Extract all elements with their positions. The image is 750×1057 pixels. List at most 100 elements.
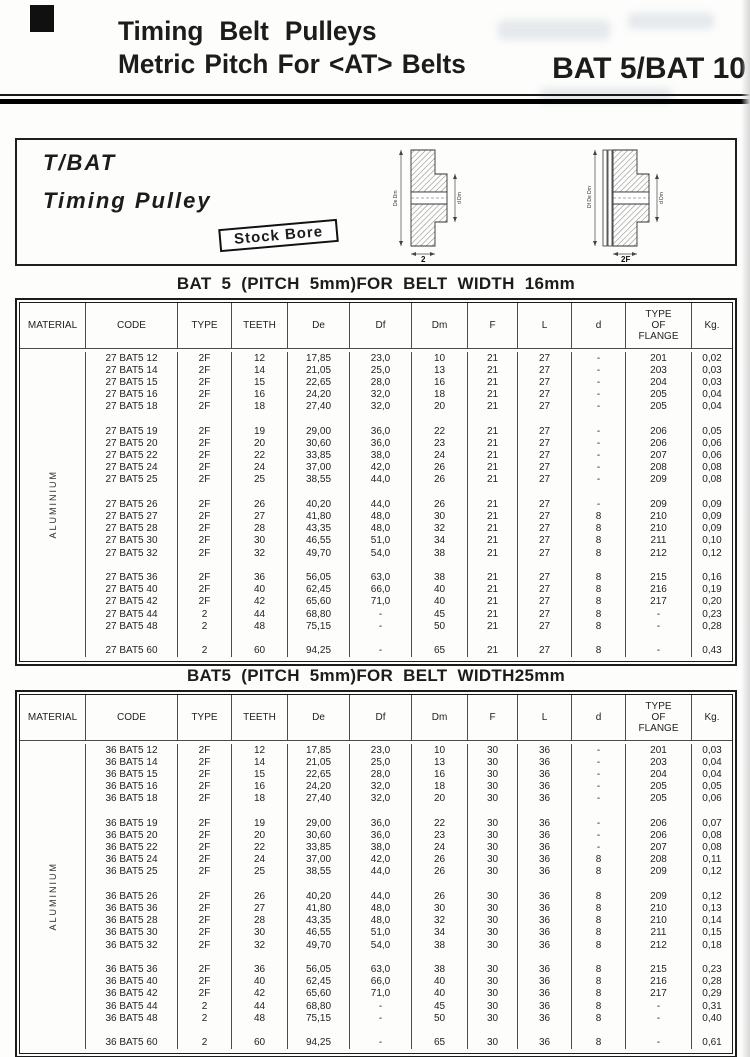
page-corner-mark bbox=[30, 5, 54, 32]
table-cell: 27 bbox=[518, 547, 572, 560]
table-cell: 27 bbox=[518, 461, 572, 474]
table-cell: 26 bbox=[412, 853, 468, 866]
group-gap-cell bbox=[288, 486, 350, 499]
table-cell: 27 BAT5 27 bbox=[86, 510, 178, 523]
group-gap-cell bbox=[518, 878, 572, 891]
table-cell: 27,40 bbox=[288, 400, 350, 413]
group-gap-cell bbox=[350, 1024, 412, 1037]
table-cell: 36 bbox=[232, 571, 288, 584]
table-cell: 0,10 bbox=[702, 535, 722, 547]
group-gap-cell bbox=[288, 804, 350, 818]
table-cell: 36 bbox=[518, 975, 572, 988]
table-cell: 38,55 bbox=[288, 865, 350, 879]
table-cell: 30 bbox=[468, 939, 518, 952]
table-cell: - bbox=[572, 498, 626, 511]
table-cell: 0,07 bbox=[702, 817, 722, 829]
table-cell: 40 bbox=[232, 583, 288, 596]
table-cell: 45 bbox=[412, 607, 468, 621]
table-cell: 32 bbox=[232, 939, 288, 952]
table-cell: 2F bbox=[178, 926, 232, 939]
table-cell: - bbox=[626, 644, 692, 657]
table-cell: 21 bbox=[468, 449, 518, 462]
group-gap-cell bbox=[518, 632, 572, 645]
table-cell: 2F bbox=[178, 914, 232, 927]
table-cell: 27 BAT5 19 bbox=[86, 425, 178, 438]
table-cell: 36 bbox=[518, 890, 572, 903]
table-cell: 0,16 bbox=[702, 571, 722, 583]
column-header: F bbox=[468, 695, 518, 741]
table-cell: - bbox=[572, 400, 626, 413]
table-cell: 17,85 bbox=[288, 352, 350, 365]
table-cell: 46,55 bbox=[288, 926, 350, 939]
group-gap-cell bbox=[572, 804, 626, 818]
table-cell: 71,0 bbox=[350, 987, 412, 1000]
table-cell: 32 bbox=[412, 914, 468, 927]
group-gap-cell bbox=[518, 412, 572, 426]
table-cell: 8 bbox=[572, 865, 626, 879]
table-cell: 66,0 bbox=[350, 583, 412, 596]
table-cell: 21 bbox=[468, 607, 518, 621]
table-cell: 23,0 bbox=[350, 352, 412, 365]
table-cell: 30 bbox=[468, 841, 518, 854]
table-cell: 42,0 bbox=[350, 853, 412, 866]
table-cell: 36 bbox=[518, 780, 572, 793]
table-cell: 2F bbox=[178, 534, 232, 547]
table-cell: 208 bbox=[626, 853, 692, 866]
group-gap-cell bbox=[350, 878, 412, 891]
table-cell: 0,08 bbox=[702, 462, 722, 474]
table-cell: 2F bbox=[178, 890, 232, 903]
table-cell: 209 bbox=[626, 890, 692, 903]
table-cell: 25 bbox=[232, 473, 288, 487]
group-gap-cell bbox=[518, 559, 572, 572]
group-gap-cell bbox=[572, 559, 626, 572]
table-cell: 0,09 bbox=[702, 498, 722, 510]
table-cell: 49,70 bbox=[288, 939, 350, 952]
table-cell: 36,0 bbox=[350, 829, 412, 842]
table-cell: 30,60 bbox=[288, 437, 350, 450]
ghost-showthrough bbox=[628, 13, 714, 29]
group-gap-cell bbox=[350, 951, 412, 964]
group-gap-cell bbox=[86, 559, 178, 572]
table-cell: 207 bbox=[626, 449, 692, 462]
table-cell: 19 bbox=[232, 817, 288, 830]
group-gap-cell bbox=[692, 878, 732, 890]
table-cell: - bbox=[572, 461, 626, 474]
table-cell: 209 bbox=[626, 473, 692, 487]
table-cell: 15 bbox=[232, 768, 288, 781]
table-cell: 40 bbox=[232, 975, 288, 988]
table-cell: 27 BAT5 40 bbox=[86, 583, 178, 596]
table-cell: 2 bbox=[178, 999, 232, 1013]
group-gap-cell bbox=[412, 632, 468, 645]
table-cell: 24 bbox=[232, 461, 288, 474]
table-cell: 8 bbox=[572, 914, 626, 927]
table-body: ALUMINIUM 27 BAT5 12 2F 12 17,85 23,0 10 21 27-2… bbox=[20, 349, 732, 661]
table-cell: 201 bbox=[626, 352, 692, 365]
table-cell: 27 BAT5 42 bbox=[86, 595, 178, 608]
table-cell: 44 bbox=[232, 607, 288, 621]
table-cell: 30 bbox=[468, 926, 518, 939]
table-cell: 21 bbox=[468, 644, 518, 657]
table-cell: 20 bbox=[412, 792, 468, 805]
table-cell: 41,80 bbox=[288, 510, 350, 523]
table-cell: 0,43 bbox=[702, 645, 722, 657]
diagram-2f-label: 2F bbox=[621, 255, 630, 262]
table-cell: 32 bbox=[412, 522, 468, 535]
page-title-line2: Metric Pitch For <AT> Belts bbox=[118, 49, 466, 79]
table-cell: 27 BAT5 60 bbox=[86, 644, 178, 657]
group-gap-cell bbox=[350, 632, 412, 645]
table-cell: 62,45 bbox=[288, 975, 350, 988]
table-cell: 32,0 bbox=[350, 388, 412, 401]
table-cell: 21 bbox=[468, 376, 518, 389]
table-cell: - bbox=[572, 376, 626, 389]
table-cell: 0,31 bbox=[702, 1000, 722, 1012]
table-cell: 26 bbox=[412, 473, 468, 487]
table-cell: 2F bbox=[178, 987, 232, 1000]
table-cell: 36 bbox=[232, 963, 288, 976]
table-cell: - bbox=[572, 425, 626, 438]
table-cell: 8 bbox=[572, 1012, 626, 1025]
table-cell: 0,04 bbox=[702, 389, 722, 401]
table-cell: 36 BAT5 44 bbox=[86, 999, 178, 1013]
table-cell: 36 bbox=[518, 1012, 572, 1025]
table-cell: 54,0 bbox=[350, 547, 412, 560]
table-cell: 2 bbox=[178, 644, 232, 657]
